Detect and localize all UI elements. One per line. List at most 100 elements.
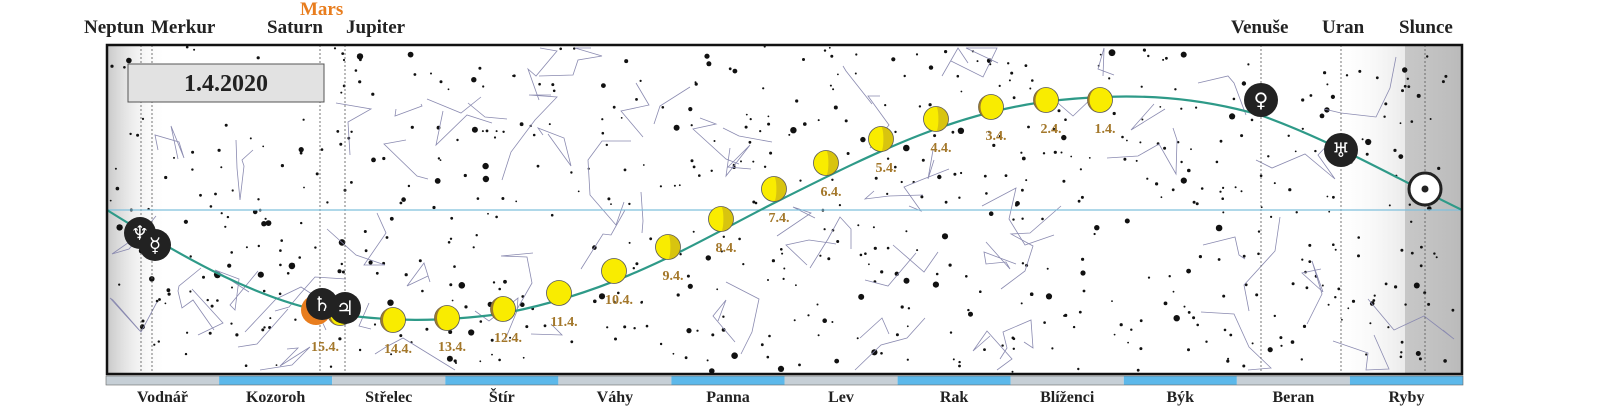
star bbox=[1301, 98, 1305, 102]
star bbox=[1112, 111, 1116, 116]
star bbox=[859, 253, 863, 257]
star bbox=[447, 88, 450, 91]
star bbox=[463, 173, 467, 178]
star bbox=[482, 85, 485, 88]
star bbox=[519, 122, 524, 127]
star bbox=[873, 246, 877, 250]
star bbox=[886, 246, 890, 250]
star bbox=[1241, 81, 1247, 86]
star bbox=[915, 53, 919, 56]
star bbox=[1323, 71, 1327, 75]
star bbox=[1433, 252, 1436, 255]
constellation-bar-segment bbox=[897, 376, 1011, 385]
star bbox=[451, 299, 454, 302]
star bbox=[988, 211, 994, 216]
star bbox=[988, 130, 990, 133]
star bbox=[872, 226, 875, 229]
star bbox=[837, 73, 839, 76]
star bbox=[706, 359, 709, 362]
star bbox=[439, 80, 443, 84]
moon-phase bbox=[923, 106, 949, 132]
star bbox=[722, 235, 725, 238]
star bbox=[1171, 188, 1175, 192]
star bbox=[880, 270, 884, 274]
star bbox=[210, 304, 214, 308]
star bbox=[1029, 292, 1034, 297]
star bbox=[639, 79, 642, 82]
star bbox=[1401, 89, 1404, 93]
star bbox=[1053, 150, 1057, 154]
star bbox=[1221, 197, 1224, 200]
star bbox=[1334, 248, 1337, 251]
star bbox=[1251, 342, 1254, 345]
star bbox=[153, 343, 156, 346]
star bbox=[1418, 357, 1422, 361]
star bbox=[722, 315, 725, 318]
star bbox=[482, 162, 489, 170]
star bbox=[817, 334, 820, 337]
star bbox=[220, 212, 223, 215]
star bbox=[836, 240, 840, 243]
star bbox=[1042, 152, 1046, 155]
star bbox=[968, 311, 973, 317]
star bbox=[846, 152, 850, 155]
star bbox=[960, 171, 963, 175]
star-map-frame bbox=[105, 43, 1464, 376]
sun-icon bbox=[1421, 185, 1429, 193]
star bbox=[471, 126, 478, 133]
star bbox=[1195, 106, 1198, 109]
constellation-figure bbox=[326, 212, 387, 266]
star bbox=[278, 292, 282, 296]
moon-date-label: 3.4. bbox=[986, 129, 1007, 144]
star bbox=[998, 84, 1001, 87]
star bbox=[759, 130, 762, 133]
star bbox=[1375, 76, 1379, 80]
star bbox=[760, 343, 764, 347]
star bbox=[1361, 138, 1364, 141]
star bbox=[1257, 252, 1260, 256]
moon-date-label: 15.4. bbox=[311, 340, 339, 355]
star bbox=[661, 106, 665, 109]
star bbox=[766, 355, 770, 359]
star bbox=[1001, 344, 1004, 347]
star bbox=[679, 253, 682, 256]
constellation-figure bbox=[259, 346, 311, 371]
star bbox=[673, 184, 676, 187]
star bbox=[720, 250, 723, 253]
star bbox=[1369, 322, 1372, 325]
star bbox=[721, 328, 726, 332]
star bbox=[503, 279, 507, 284]
star bbox=[1140, 85, 1143, 88]
star bbox=[1400, 351, 1403, 354]
star bbox=[1419, 264, 1423, 268]
star bbox=[449, 283, 453, 287]
star bbox=[1257, 230, 1261, 233]
star bbox=[1080, 270, 1086, 276]
star bbox=[767, 115, 770, 118]
label-saturn: Saturn bbox=[267, 17, 323, 38]
star bbox=[1326, 195, 1329, 198]
star bbox=[110, 64, 114, 68]
star bbox=[185, 45, 189, 49]
star bbox=[1124, 218, 1130, 224]
star bbox=[208, 331, 212, 335]
star bbox=[1070, 155, 1073, 158]
constellation-figure bbox=[154, 125, 185, 160]
star bbox=[828, 46, 831, 49]
label-merkur: Merkur bbox=[151, 17, 216, 38]
star bbox=[1160, 196, 1163, 199]
star bbox=[858, 293, 865, 300]
constellation-figure bbox=[1106, 127, 1178, 176]
star bbox=[894, 165, 897, 169]
star bbox=[1027, 125, 1030, 129]
star bbox=[230, 322, 233, 325]
star bbox=[605, 143, 608, 147]
star bbox=[401, 197, 406, 202]
star bbox=[123, 66, 126, 69]
moon-date-label: 5.4. bbox=[876, 161, 897, 176]
star bbox=[261, 221, 267, 227]
star bbox=[189, 290, 192, 293]
moon-date-label: 11.4. bbox=[550, 315, 577, 330]
constellation-label: Štír bbox=[489, 387, 515, 406]
